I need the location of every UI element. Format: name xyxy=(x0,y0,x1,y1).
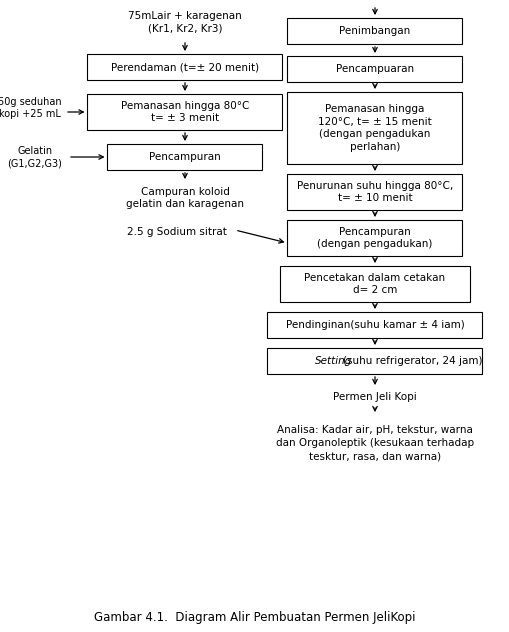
Text: Campuran koloid
gelatin dan karagenan: Campuran koloid gelatin dan karagenan xyxy=(126,187,243,209)
Text: Gelatin
(G1,G2,G3): Gelatin (G1,G2,G3) xyxy=(8,146,62,168)
FancyBboxPatch shape xyxy=(287,92,462,164)
Text: Pemanasan hingga
120°C, t= ± 15 menit
(dengan pengadukan
perlahan): Pemanasan hingga 120°C, t= ± 15 menit (d… xyxy=(318,104,431,152)
FancyBboxPatch shape xyxy=(287,18,462,44)
FancyBboxPatch shape xyxy=(287,220,462,256)
Text: Setting: Setting xyxy=(315,356,352,366)
Text: Pencampuaran: Pencampuaran xyxy=(335,64,413,74)
Text: 75mLair + karagenan
(Kr1, Kr2, Kr3): 75mLair + karagenan (Kr1, Kr2, Kr3) xyxy=(128,11,241,33)
FancyBboxPatch shape xyxy=(267,348,482,374)
Text: Analisa: Kadar air, pH, tekstur, warna
dan Organoleptik (kesukaan terhadap
teskt: Analisa: Kadar air, pH, tekstur, warna d… xyxy=(275,425,473,461)
FancyBboxPatch shape xyxy=(287,56,462,82)
Text: (suhu refrigerator, 24 jam): (suhu refrigerator, 24 jam) xyxy=(343,356,482,366)
FancyBboxPatch shape xyxy=(267,312,482,338)
Text: Permen Jeli Kopi: Permen Jeli Kopi xyxy=(332,392,416,402)
Text: Pencetakan dalam cetakan
d= 2 cm: Pencetakan dalam cetakan d= 2 cm xyxy=(304,273,445,295)
Text: Pencampuran
(dengan pengadukan): Pencampuran (dengan pengadukan) xyxy=(317,227,432,249)
FancyBboxPatch shape xyxy=(287,174,462,210)
Text: Penurunan suhu hingga 80°C,
t= ± 10 menit: Penurunan suhu hingga 80°C, t= ± 10 meni… xyxy=(296,181,452,204)
Text: Pendinginan(suhu kamar ± 4 iam): Pendinginan(suhu kamar ± 4 iam) xyxy=(285,320,464,330)
FancyBboxPatch shape xyxy=(107,144,262,170)
Text: Gambar 4.1.  Diagram Alir Pembuatan Permen JeliKopi: Gambar 4.1. Diagram Alir Pembuatan Perme… xyxy=(94,611,415,624)
Text: Pemanasan hingga 80°C
t= ± 3 menit: Pemanasan hingga 80°C t= ± 3 menit xyxy=(121,100,249,123)
FancyBboxPatch shape xyxy=(279,266,469,302)
Text: 2.5 g Sodium sitrat: 2.5 g Sodium sitrat xyxy=(127,227,227,237)
Text: Penimbangan: Penimbangan xyxy=(338,26,410,36)
Text: 50g seduhan
kopi +25 mL: 50g seduhan kopi +25 mL xyxy=(0,97,62,119)
Text: Pencampuran: Pencampuran xyxy=(149,152,220,162)
FancyBboxPatch shape xyxy=(88,54,282,80)
Text: Perendaman (t=± 20 menit): Perendaman (t=± 20 menit) xyxy=(111,62,259,72)
FancyBboxPatch shape xyxy=(88,94,282,130)
